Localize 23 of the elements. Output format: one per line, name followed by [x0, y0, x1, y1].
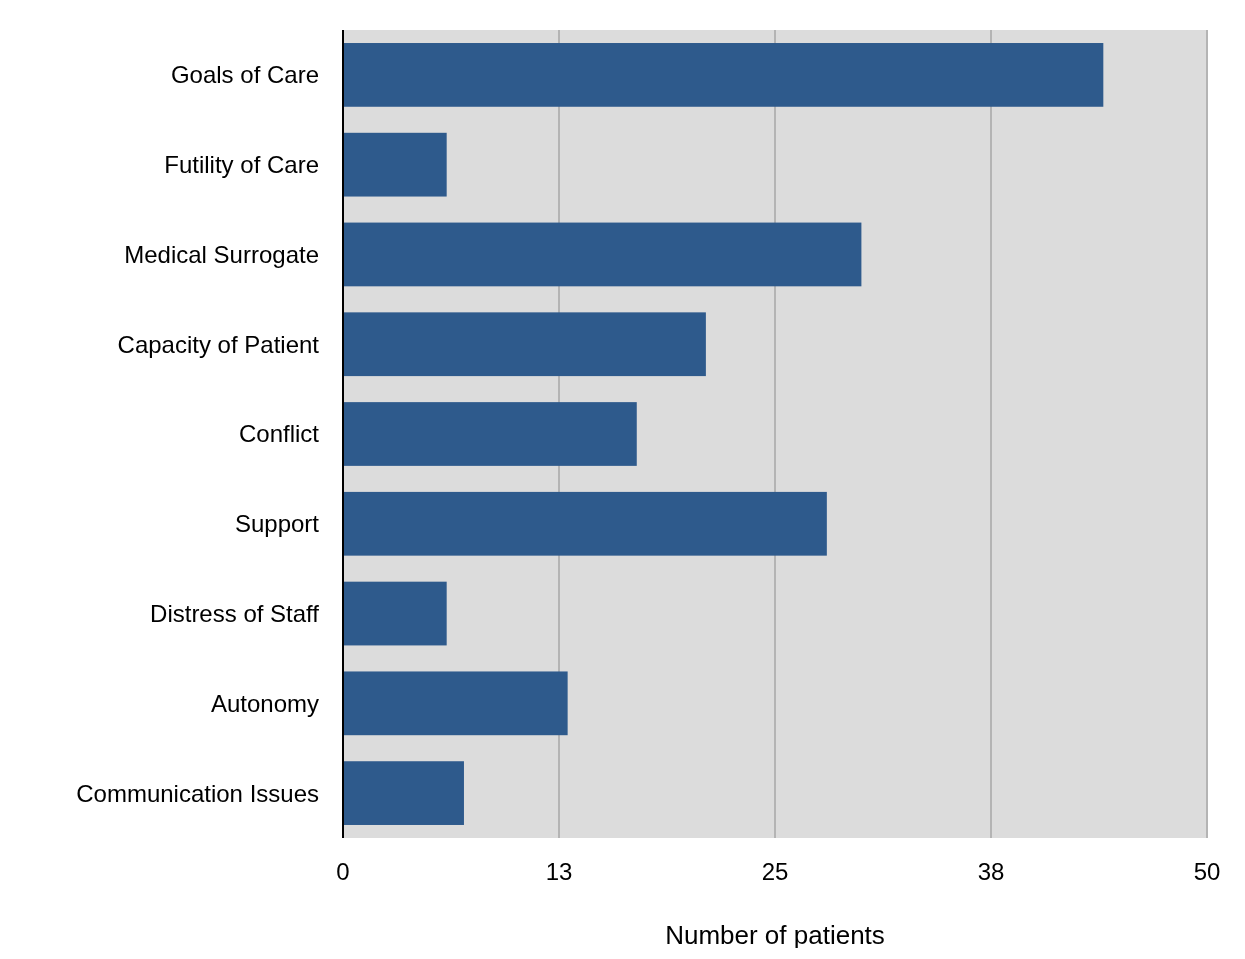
y-tick-label: Distress of Staff [150, 599, 320, 627]
y-tick-label: Capacity of Patient [117, 330, 320, 358]
x-tick-label: 0 [336, 858, 350, 885]
bar [343, 761, 464, 825]
y-tick-label: Communication Issues [76, 779, 319, 807]
bar [343, 402, 637, 466]
y-tick-label: Medical Surrogate [124, 240, 319, 268]
x-tick-label: 50 [1193, 858, 1221, 885]
x-tick-label: 25 [761, 858, 789, 885]
bar [343, 581, 447, 646]
y-tick-label: Autonomy [210, 689, 319, 717]
bar [343, 491, 827, 556]
y-tick-label: Support [234, 510, 320, 538]
bar [343, 132, 447, 197]
y-tick-label: Futility of Care [164, 151, 319, 179]
y-tick-label: Conflict [238, 420, 320, 448]
x-tick-label: 13 [545, 858, 573, 885]
x-tick-label: 38 [977, 858, 1005, 885]
bar [343, 671, 568, 736]
bar [343, 312, 706, 377]
bar [343, 222, 862, 287]
bar [343, 43, 1104, 107]
y-tick-label: Goals of Care [170, 61, 319, 89]
